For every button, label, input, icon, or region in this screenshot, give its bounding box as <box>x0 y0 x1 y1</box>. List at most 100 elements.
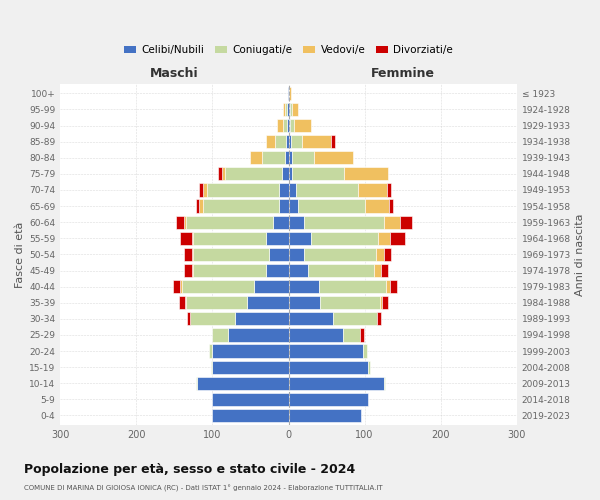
Bar <box>273 216 289 229</box>
Bar <box>226 168 283 180</box>
Bar <box>212 344 289 358</box>
Bar <box>298 200 365 212</box>
Bar <box>331 135 335 148</box>
Y-axis label: Fasce di età: Fasce di età <box>15 221 25 288</box>
Bar <box>212 409 289 422</box>
Bar <box>374 264 380 277</box>
Bar <box>269 248 289 261</box>
Bar <box>212 328 227 342</box>
Bar <box>218 168 221 180</box>
Bar <box>289 168 292 180</box>
Bar <box>365 200 389 212</box>
Bar <box>383 248 391 261</box>
Y-axis label: Anni di nascita: Anni di nascita <box>575 213 585 296</box>
Bar <box>266 232 289 245</box>
Bar <box>196 376 197 390</box>
Bar <box>383 376 385 390</box>
Bar <box>304 248 376 261</box>
Bar <box>199 200 203 212</box>
Bar <box>196 200 199 212</box>
Bar <box>304 216 383 229</box>
Bar <box>211 360 212 374</box>
Bar <box>289 393 368 406</box>
Bar <box>283 103 286 116</box>
Bar <box>184 264 192 277</box>
Legend: Celibi/Nubili, Coniugati/e, Vedovi/e, Divorziati/e: Celibi/Nubili, Coniugati/e, Vedovi/e, Di… <box>119 41 457 60</box>
Bar <box>190 312 235 326</box>
Bar <box>193 264 266 277</box>
Bar <box>186 216 273 229</box>
Bar <box>332 312 377 326</box>
Bar <box>199 184 203 196</box>
Bar <box>388 184 391 196</box>
Bar <box>289 151 292 164</box>
Bar <box>247 296 289 310</box>
Bar <box>289 376 383 390</box>
Bar <box>289 280 319 293</box>
Bar <box>344 168 388 180</box>
Bar <box>221 168 226 180</box>
Bar <box>289 328 343 342</box>
Bar <box>290 119 294 132</box>
Bar <box>290 103 292 116</box>
Bar <box>227 328 289 342</box>
Bar <box>192 232 193 245</box>
Bar <box>368 360 370 374</box>
Bar <box>380 296 382 310</box>
Bar <box>287 119 289 132</box>
Bar <box>382 296 388 310</box>
Bar <box>289 119 290 132</box>
Bar <box>289 87 291 100</box>
Bar <box>389 280 397 293</box>
Bar <box>184 248 192 261</box>
Bar <box>289 264 308 277</box>
Bar <box>193 248 269 261</box>
Bar <box>292 168 344 180</box>
Bar <box>173 280 181 293</box>
Bar <box>176 216 184 229</box>
Bar <box>203 184 207 196</box>
Text: COMUNE DI MARINA DI GIOIOSA IONICA (RC) - Dati ISTAT 1° gennaio 2024 - Elaborazi: COMUNE DI MARINA DI GIOIOSA IONICA (RC) … <box>24 485 383 492</box>
Bar <box>212 360 289 374</box>
Bar <box>254 280 289 293</box>
Bar <box>207 184 280 196</box>
Bar <box>181 280 182 293</box>
Bar <box>266 264 289 277</box>
Bar <box>182 280 254 293</box>
Bar <box>308 264 374 277</box>
Bar <box>389 200 393 212</box>
Bar <box>179 296 185 310</box>
Bar <box>296 184 358 196</box>
Bar <box>250 151 262 164</box>
Text: Femmine: Femmine <box>371 68 434 80</box>
Bar <box>320 296 380 310</box>
Text: Popolazione per età, sesso e stato civile - 2024: Popolazione per età, sesso e stato civil… <box>24 462 355 475</box>
Bar <box>288 87 289 100</box>
Bar <box>212 393 289 406</box>
Bar <box>292 151 314 164</box>
Bar <box>380 264 388 277</box>
Bar <box>314 151 353 164</box>
Bar <box>358 184 388 196</box>
Bar <box>192 248 193 261</box>
Bar <box>289 200 298 212</box>
Bar <box>289 312 332 326</box>
Bar <box>277 119 283 132</box>
Bar <box>302 135 331 148</box>
Bar <box>266 135 275 148</box>
Bar <box>262 151 284 164</box>
Bar <box>280 184 289 196</box>
Bar <box>389 232 405 245</box>
Bar <box>181 232 192 245</box>
Bar <box>280 200 289 212</box>
Bar <box>343 328 360 342</box>
Bar <box>235 312 289 326</box>
Bar <box>193 232 266 245</box>
Bar <box>283 168 289 180</box>
Bar <box>291 135 302 148</box>
Bar <box>319 280 386 293</box>
Bar <box>289 360 368 374</box>
Bar <box>289 344 363 358</box>
Bar <box>203 200 280 212</box>
Bar <box>283 119 287 132</box>
